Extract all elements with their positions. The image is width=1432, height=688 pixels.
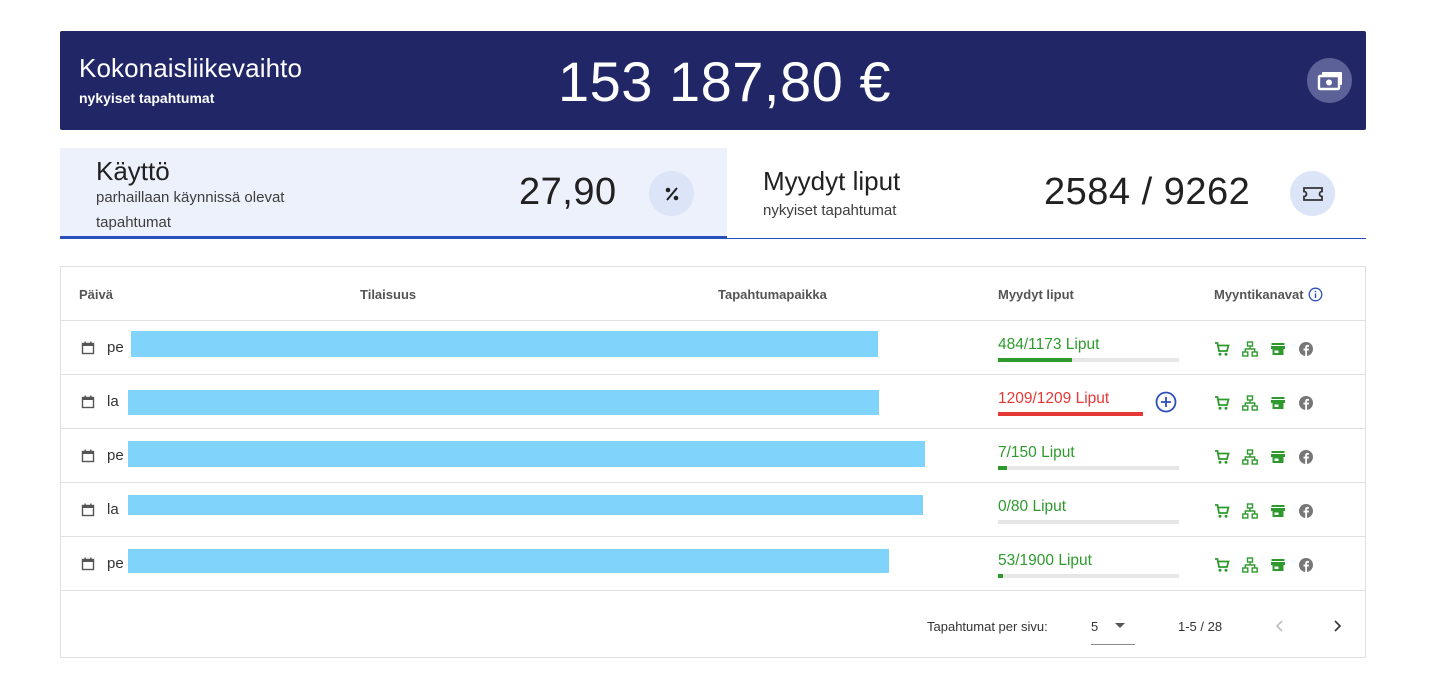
facebook-icon[interactable] (1298, 395, 1314, 411)
col-venue[interactable]: Tapahtumapaikka (718, 287, 827, 302)
money-icon (1307, 58, 1352, 103)
redacted-event-info (128, 495, 923, 515)
col-sold[interactable]: Myydyt liput (998, 287, 1074, 302)
rows-per-page-label: Tapahtumat per sivu: (927, 619, 1048, 634)
cart-icon[interactable] (1214, 503, 1230, 519)
redacted-event-info (128, 441, 925, 467)
channel-icons (1214, 557, 1314, 573)
revenue-title: Kokonaisliikevaihto (79, 53, 303, 83)
calendar-icon (81, 503, 95, 517)
row-sold-label: 484/1173 Liput (998, 336, 1100, 353)
sold-progress-bar (998, 520, 1179, 524)
sold-progress-fill (998, 412, 1143, 416)
sold-progress-bar (998, 358, 1179, 362)
row-day: pe (107, 555, 124, 572)
events-table: Päivä Tilaisuus Tapahtumapaikka Myydyt l… (60, 266, 1366, 658)
network-icon[interactable] (1242, 395, 1258, 411)
network-icon[interactable] (1242, 557, 1258, 573)
chevron-down-icon[interactable] (1115, 623, 1125, 628)
network-icon[interactable] (1242, 341, 1258, 357)
facebook-icon[interactable] (1298, 341, 1314, 357)
calendar-icon (81, 341, 95, 355)
calendar-icon (81, 557, 95, 571)
network-icon[interactable] (1242, 503, 1258, 519)
prev-page-button[interactable] (1270, 616, 1290, 636)
sold-title: Myydyt liput (763, 166, 901, 196)
store-icon[interactable] (1270, 557, 1286, 573)
table-row[interactable]: pe 53/1900 Liput (61, 537, 1365, 591)
sold-subtitle: nykyiset tapahtumat (763, 202, 897, 219)
store-icon[interactable] (1270, 341, 1286, 357)
table-row[interactable]: la 0/80 Liput (61, 483, 1365, 537)
add-tickets-button[interactable] (1155, 391, 1177, 413)
sold-progress-bar (998, 466, 1179, 470)
rows-per-page-select[interactable]: 5 (1091, 619, 1099, 634)
calendar-icon (81, 449, 95, 463)
row-day: la (107, 393, 119, 410)
revenue-amount: 153 187,80 € (558, 50, 891, 113)
cart-icon[interactable] (1214, 341, 1230, 357)
sold-value: 2584 / 9262 (1044, 171, 1251, 213)
store-icon[interactable] (1270, 395, 1286, 411)
channel-icons (1214, 341, 1314, 357)
revenue-subtitle: nykyiset tapahtumat (79, 90, 215, 106)
channel-icons (1214, 395, 1314, 411)
sold-tickets-card[interactable]: Myydyt liput nykyiset tapahtumat 2584 / … (727, 148, 1366, 239)
facebook-icon[interactable] (1298, 503, 1314, 519)
info-icon[interactable] (1308, 287, 1323, 302)
cart-icon[interactable] (1214, 449, 1230, 465)
table-row[interactable]: pe 484/1173 Liput (61, 321, 1365, 375)
sold-progress-fill (998, 574, 1004, 578)
col-date[interactable]: Päivä (79, 287, 113, 302)
channel-icons (1214, 503, 1314, 519)
network-icon[interactable] (1242, 449, 1258, 465)
calendar-icon (81, 395, 95, 409)
row-sold-label: 7/150 Liput (998, 444, 1075, 461)
row-sold-label: 0/80 Liput (998, 498, 1067, 515)
usage-title: Käyttö (96, 156, 170, 186)
store-icon[interactable] (1270, 503, 1286, 519)
select-underline (1091, 644, 1135, 645)
redacted-event-info (128, 390, 879, 415)
facebook-icon[interactable] (1298, 557, 1314, 573)
col-event[interactable]: Tilaisuus (360, 287, 417, 302)
channel-icons (1214, 449, 1314, 465)
table-header: Päivä Tilaisuus Tapahtumapaikka Myydyt l… (61, 267, 1365, 321)
sold-progress-fill (998, 466, 1008, 470)
percent-icon (649, 171, 694, 216)
row-sold-label: 53/1900 Liput (998, 552, 1092, 569)
row-day: pe (107, 339, 124, 356)
table-row[interactable]: la 1209/1209 Liput (61, 375, 1365, 429)
redacted-event-info (131, 331, 878, 357)
sold-progress-bar (998, 412, 1143, 416)
usage-card[interactable]: Käyttö parhaillaan käynnissä olevat tapa… (60, 148, 727, 239)
col-channels[interactable]: Myyntikanavat (1214, 287, 1304, 302)
row-sold-label: 1209/1209 Liput (998, 390, 1110, 407)
page-range: 1-5 / 28 (1178, 619, 1223, 634)
usage-subtitle-line2: tapahtumat (96, 214, 172, 231)
next-page-button[interactable] (1327, 616, 1347, 636)
usage-value: 27,90 (519, 171, 617, 213)
row-day: la (107, 501, 119, 518)
sold-progress-fill (998, 358, 1073, 362)
store-icon[interactable] (1270, 449, 1286, 465)
table-row[interactable]: pe 7/150 Liput (61, 429, 1365, 483)
usage-subtitle-line1: parhaillaan käynnissä olevat (96, 189, 285, 206)
redacted-event-info (128, 549, 889, 573)
ticket-icon (1290, 171, 1335, 216)
cart-icon[interactable] (1214, 395, 1230, 411)
facebook-icon[interactable] (1298, 449, 1314, 465)
cart-icon[interactable] (1214, 557, 1230, 573)
row-day: pe (107, 447, 124, 464)
revenue-banner: Kokonaisliikevaihto nykyiset tapahtumat … (60, 31, 1366, 130)
sold-progress-bar (998, 574, 1179, 578)
